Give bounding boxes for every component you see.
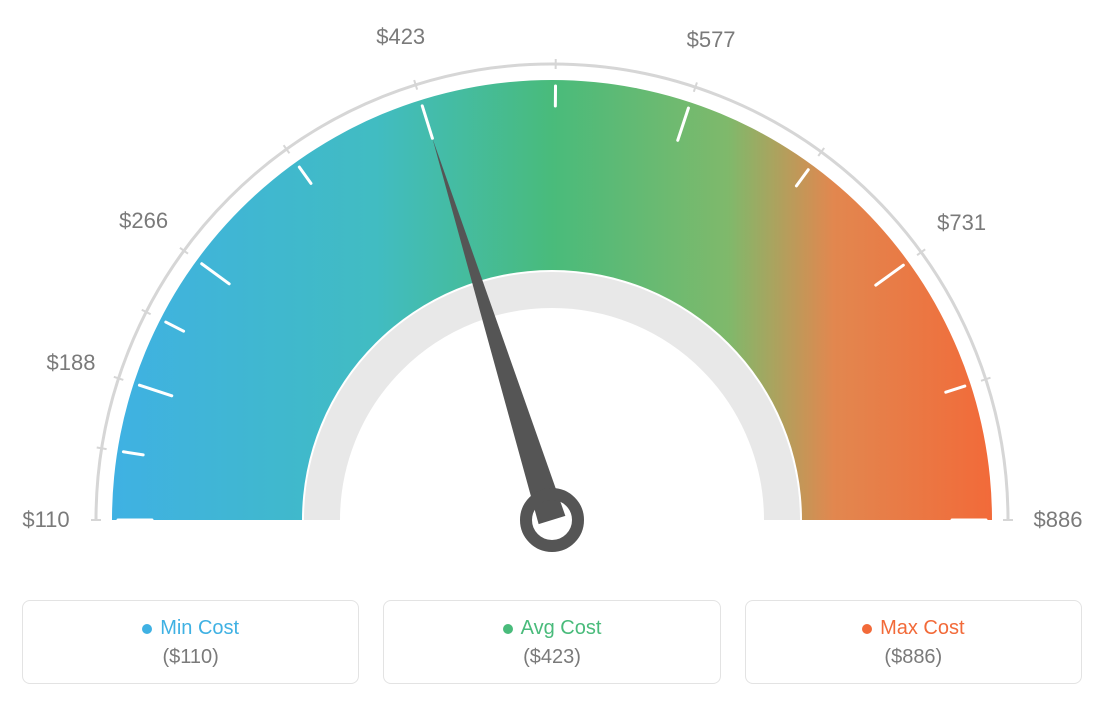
- legend-dot-avg: [503, 624, 513, 634]
- legend-value-max: ($886): [746, 646, 1081, 669]
- legend-row: Min Cost ($110) Avg Cost ($423) Max Cost…: [22, 600, 1082, 684]
- legend-max: Max Cost ($886): [745, 600, 1082, 684]
- legend-min: Min Cost ($110): [22, 600, 359, 684]
- gauge-svg: [22, 20, 1082, 580]
- legend-label-min: Min Cost: [160, 617, 239, 640]
- legend-dot-min: [142, 624, 152, 634]
- gauge-tick-label: $266: [119, 208, 168, 234]
- gauge-tick-label: $731: [937, 210, 986, 236]
- legend-value-avg: ($423): [384, 646, 719, 669]
- gauge-tick-label: $577: [687, 27, 736, 53]
- legend-value-min: ($110): [23, 646, 358, 669]
- legend-label-max: Max Cost: [880, 617, 964, 640]
- gauge-tick-label: $423: [376, 24, 425, 50]
- gauge-tick-label: $110: [22, 507, 69, 533]
- gauge-tick-label: $188: [47, 350, 96, 376]
- legend-avg: Avg Cost ($423): [383, 600, 720, 684]
- legend-label-avg: Avg Cost: [521, 617, 602, 640]
- legend-dot-max: [862, 624, 872, 634]
- cost-gauge-chart: $110 $188 $266 $423 $577 $731 $886: [22, 20, 1082, 580]
- gauge-tick-label: $886: [1034, 507, 1083, 533]
